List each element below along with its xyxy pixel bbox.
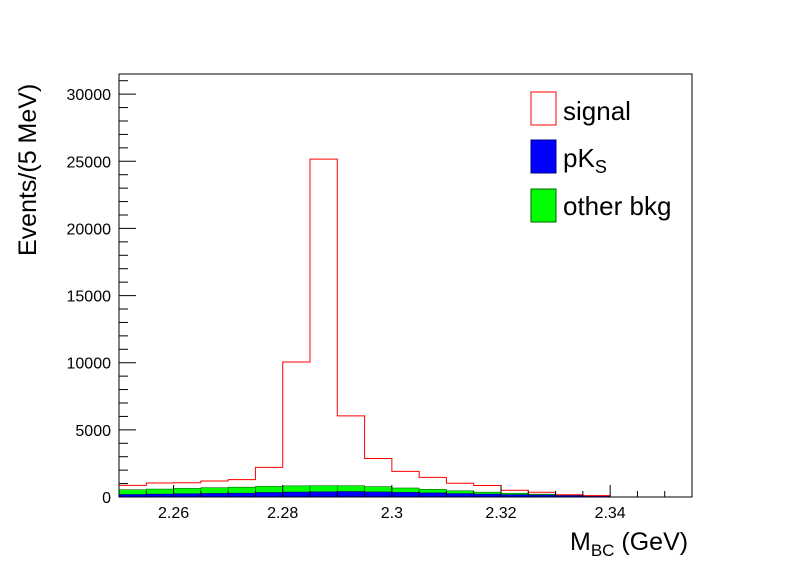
- other-bkg-bar: [309, 485, 338, 493]
- y-tick-label: 25000: [67, 154, 112, 171]
- legend-swatch-pks: [530, 139, 557, 174]
- pks-bar: [418, 492, 447, 498]
- other-bkg-bar: [145, 488, 174, 495]
- tick-labels: 2.26 2.28 2.3 2.32 2.34 0 5000 10000 15000 20000 2…: [67, 87, 626, 522]
- y-tick-label: 20000: [67, 221, 112, 238]
- legend-label-pks: pKS: [563, 143, 607, 178]
- other-bkg-bar: [473, 491, 502, 495]
- pks-bar: [391, 492, 420, 498]
- pks-bar: [200, 493, 229, 498]
- x-axis-label: MBC (GeV): [570, 528, 688, 561]
- other-bkg-bar: [446, 490, 475, 494]
- x-axis-label-main: M: [570, 528, 591, 556]
- pks-bar: [446, 493, 475, 498]
- x-axis-label-unit: (GeV): [614, 528, 689, 556]
- other-bkg-bar: [227, 486, 256, 494]
- pks-bar: [336, 491, 365, 498]
- other-bkg-bar: [118, 489, 147, 495]
- other-bkg-bar: [282, 485, 311, 493]
- legend-swatch-other-bkg: [530, 188, 557, 223]
- other-bkg-bar: [336, 485, 365, 492]
- y-axis-label: Events/(5 MeV): [14, 83, 42, 256]
- axis-ticks: [118, 80, 693, 498]
- legend: [530, 91, 557, 223]
- legend-label-pks-main: pK: [563, 143, 595, 173]
- pks-bar: [309, 491, 338, 498]
- legend-label-other-bkg: other bkg: [563, 191, 672, 221]
- y-tick-label: 15000: [67, 289, 112, 306]
- other-bkg-bar: [200, 487, 229, 494]
- other-bkg-bar: [173, 488, 202, 495]
- y-tick-label: 0: [102, 490, 111, 507]
- x-tick-label: 2.26: [158, 505, 189, 522]
- pks-bar: [282, 491, 311, 498]
- legend-swatch-signal: [530, 91, 557, 126]
- x-tick-label: 2.28: [267, 505, 298, 522]
- legend-label-pks-sub: S: [594, 157, 607, 178]
- y-tick-label: 5000: [75, 423, 111, 440]
- plot-frame: [118, 73, 693, 498]
- x-tick-label: 2.32: [485, 505, 516, 522]
- other-bkg-bar: [255, 486, 284, 493]
- y-tick-label: 30000: [67, 87, 112, 104]
- x-axis-label-sub: BC: [590, 541, 615, 560]
- y-tick-label: 10000: [67, 356, 112, 373]
- other-bkg-bar: [418, 489, 447, 494]
- legend-label-signal: signal: [563, 96, 631, 126]
- x-tick-label: 2.34: [595, 505, 626, 522]
- pks-bar: [255, 492, 284, 498]
- other-bkg-bars: [118, 485, 611, 497]
- other-bkg-bar: [391, 487, 420, 493]
- pks-bar: [364, 491, 393, 498]
- other-bkg-bar: [364, 486, 393, 493]
- pks-bar: [227, 492, 256, 498]
- x-tick-label: 2.3: [381, 505, 403, 522]
